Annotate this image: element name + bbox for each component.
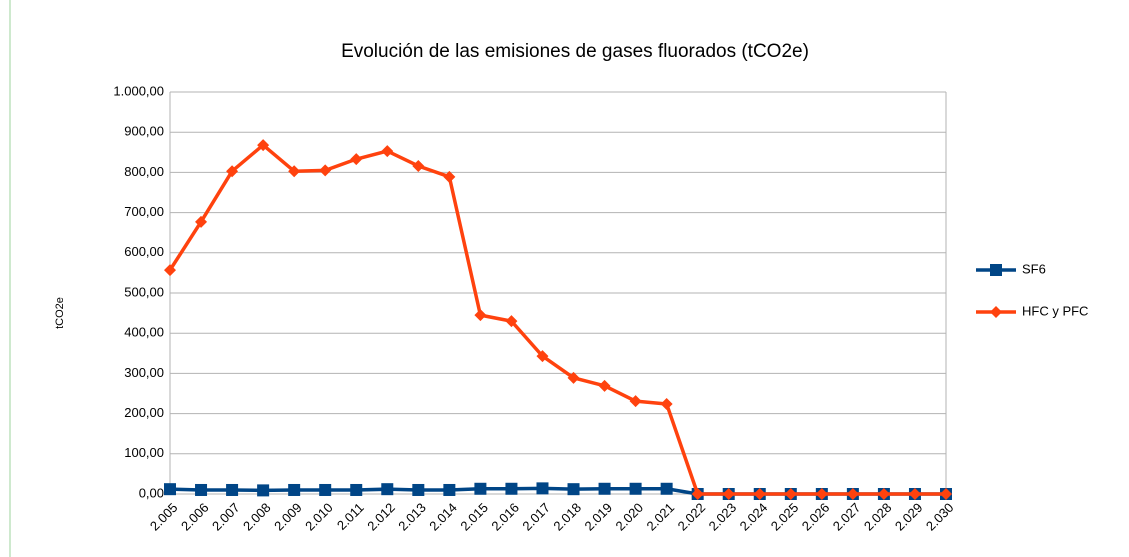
- x-tick-label: 2.022: [675, 500, 709, 534]
- y-tick-label: 600,00: [124, 244, 164, 259]
- y-tick-label: 200,00: [124, 405, 164, 420]
- marker: [753, 488, 766, 500]
- legend-marker: [990, 264, 1002, 276]
- marker: [195, 483, 208, 496]
- marker: [319, 164, 332, 177]
- x-tick-label: 2.024: [737, 500, 771, 534]
- marker: [505, 315, 518, 328]
- y-tick-label: 500,00: [124, 284, 164, 299]
- x-tick-label: 2.007: [209, 500, 243, 534]
- marker: [567, 483, 580, 496]
- x-tick-label: 2.030: [923, 500, 957, 534]
- marker: [567, 371, 580, 384]
- marker: [381, 145, 394, 158]
- marker: [940, 488, 952, 500]
- marker: [257, 484, 270, 497]
- x-tick-label: 2.009: [271, 500, 305, 534]
- x-tick-label: 2.026: [799, 500, 833, 534]
- marker: [195, 215, 208, 228]
- marker: [412, 483, 425, 496]
- chart-title: Evolución de las emisiones de gases fluo…: [341, 41, 809, 62]
- marker: [846, 488, 859, 500]
- legend-label: SF6: [1022, 261, 1046, 276]
- marker: [288, 165, 301, 178]
- marker: [164, 264, 176, 277]
- marker: [412, 159, 425, 172]
- marker: [319, 483, 332, 496]
- x-tick-label: 2.020: [613, 500, 647, 534]
- marker: [877, 488, 890, 500]
- x-tick-label: 2.027: [830, 500, 864, 534]
- y-axis-label: tCO2e: [54, 297, 66, 329]
- y-tick-label: 400,00: [124, 325, 164, 340]
- marker: [536, 482, 549, 495]
- marker: [350, 483, 363, 496]
- marker: [288, 483, 301, 496]
- x-tick-label: 2.018: [550, 500, 584, 534]
- marker: [784, 488, 797, 500]
- x-tick-label: 2.021: [644, 500, 678, 534]
- marker: [629, 482, 642, 495]
- marker: [443, 483, 456, 496]
- x-tick-label: 2.013: [395, 500, 429, 534]
- marker: [505, 482, 518, 495]
- legend-marker: [990, 306, 1002, 318]
- x-tick-label: 2.023: [706, 500, 740, 534]
- marker: [815, 488, 828, 500]
- x-tick-label: 2.029: [892, 500, 926, 534]
- x-tick-label: 2.017: [519, 500, 553, 534]
- series-line: [168, 143, 946, 496]
- marker: [660, 397, 673, 410]
- x-tick-label: 2.014: [426, 500, 460, 534]
- y-tick-label: 1.000,00: [113, 83, 164, 98]
- marker: [164, 483, 176, 496]
- marker: [722, 488, 735, 500]
- x-tick-label: 2.012: [364, 500, 398, 534]
- y-tick-label: 100,00: [124, 445, 164, 460]
- x-tick-label: 2.028: [861, 500, 895, 534]
- x-tick-label: 2.006: [178, 500, 212, 534]
- x-tick-label: 2.019: [581, 500, 615, 534]
- x-tick-label: 2.015: [457, 500, 491, 534]
- marker: [474, 482, 487, 495]
- x-tick-label: 2.010: [302, 500, 336, 534]
- y-tick-label: 900,00: [124, 124, 164, 139]
- marker: [536, 350, 549, 363]
- marker: [226, 483, 239, 496]
- x-tick-label: 2.016: [488, 500, 522, 534]
- y-tick-label: 700,00: [124, 204, 164, 219]
- x-tick-label: 2.025: [768, 500, 802, 534]
- marker: [691, 488, 704, 500]
- marker: [443, 170, 456, 183]
- y-tick-label: 800,00: [124, 164, 164, 179]
- marker: [598, 482, 611, 495]
- marker: [660, 482, 673, 495]
- x-tick-label: 2.011: [334, 500, 367, 533]
- x-tick-label: 2.005: [147, 500, 181, 534]
- marker: [381, 483, 394, 496]
- legend-label: HFC y PFC: [1022, 303, 1088, 318]
- marker: [226, 165, 239, 178]
- marker: [257, 139, 270, 152]
- marker: [908, 488, 921, 500]
- marker: [598, 379, 611, 392]
- y-tick-label: 0,00: [139, 485, 164, 500]
- marker: [350, 153, 363, 166]
- y-tick-label: 300,00: [124, 365, 164, 380]
- marker: [474, 309, 487, 322]
- x-tick-label: 2.008: [240, 500, 274, 534]
- marker: [629, 395, 642, 408]
